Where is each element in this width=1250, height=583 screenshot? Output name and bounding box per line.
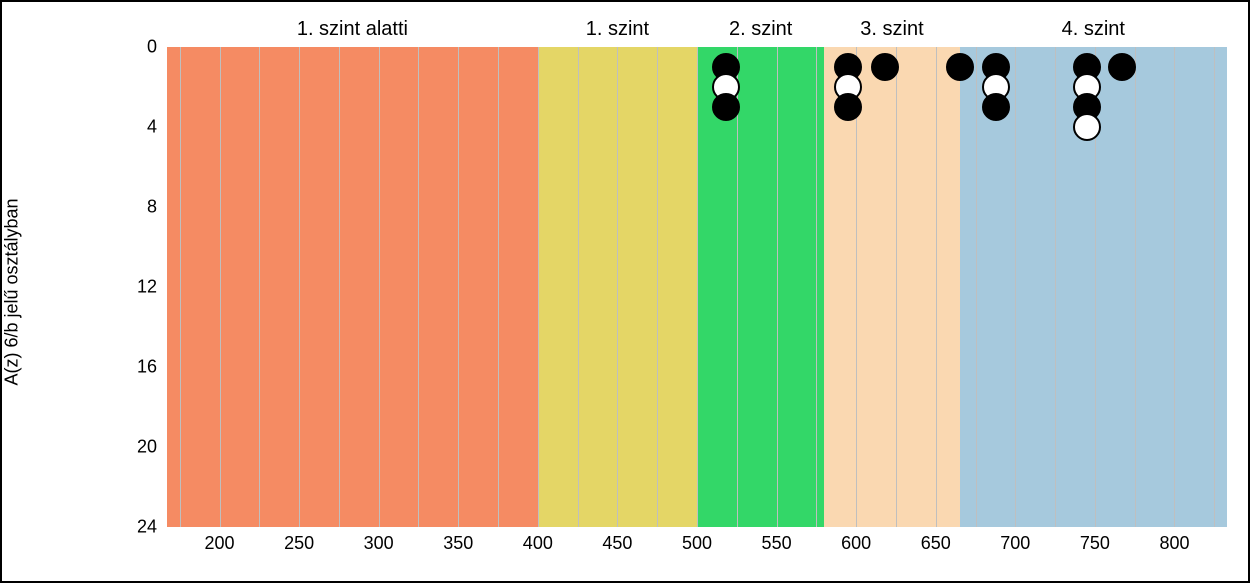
- gridline: [180, 47, 181, 527]
- x-tick-label: 750: [1080, 533, 1110, 554]
- gridline: [657, 47, 658, 527]
- gridline: [339, 47, 340, 527]
- y-tick-label: 20: [137, 437, 157, 458]
- gridline: [1055, 47, 1056, 527]
- data-point: [1108, 53, 1136, 81]
- y-tick-label: 8: [147, 197, 157, 218]
- x-tick-label: 450: [602, 533, 632, 554]
- plot-area: 1. szint alatti1. szint2. szint3. szint4…: [167, 47, 1227, 527]
- gridline: [1174, 47, 1175, 527]
- gridline: [1015, 47, 1016, 527]
- level-band-label-1: 1. szint: [586, 18, 649, 41]
- data-point: [712, 93, 740, 121]
- y-tick-label: 4: [147, 117, 157, 138]
- y-axis-label: A(z) 6/b jelű osztályban: [2, 198, 23, 385]
- gridline: [458, 47, 459, 527]
- level-band-label-0: 1. szint alatti: [297, 18, 408, 41]
- gridline: [856, 47, 857, 527]
- x-tick-label: 700: [1000, 533, 1030, 554]
- gridline: [259, 47, 260, 527]
- x-tick-label: 250: [284, 533, 314, 554]
- y-tick-label: 16: [137, 357, 157, 378]
- gridline: [617, 47, 618, 527]
- y-tick-label: 0: [147, 37, 157, 58]
- gridline: [936, 47, 937, 527]
- gridline: [578, 47, 579, 527]
- level-band-label-4: 4. szint: [1062, 18, 1125, 41]
- data-point: [1073, 113, 1101, 141]
- level-band-2: [697, 47, 824, 527]
- gridline: [697, 47, 698, 527]
- x-tick-label: 800: [1159, 533, 1189, 554]
- gridline: [498, 47, 499, 527]
- y-tick-label: 12: [137, 277, 157, 298]
- level-band-label-2: 2. szint: [729, 18, 792, 41]
- x-tick-label: 500: [682, 533, 712, 554]
- gridline: [299, 47, 300, 527]
- data-point: [871, 53, 899, 81]
- gridline: [1214, 47, 1215, 527]
- gridline: [896, 47, 897, 527]
- x-tick-label: 300: [364, 533, 394, 554]
- gridline: [220, 47, 221, 527]
- level-band-0: [167, 47, 538, 527]
- gridline: [538, 47, 539, 527]
- x-tick-label: 600: [841, 533, 871, 554]
- gridline: [976, 47, 977, 527]
- gridline: [737, 47, 738, 527]
- x-tick-label: 200: [204, 533, 234, 554]
- x-tick-label: 400: [523, 533, 553, 554]
- x-tick-label: 350: [443, 533, 473, 554]
- chart-frame: A(z) 6/b jelű osztályban 1. szint alatti…: [0, 0, 1250, 583]
- y-tick-label: 24: [137, 517, 157, 538]
- x-tick-label: 550: [762, 533, 792, 554]
- data-point: [834, 93, 862, 121]
- gridline: [379, 47, 380, 527]
- data-point: [982, 93, 1010, 121]
- gridline: [418, 47, 419, 527]
- gridline: [816, 47, 817, 527]
- level-band-label-3: 3. szint: [860, 18, 923, 41]
- gridline: [777, 47, 778, 527]
- gridline: [1135, 47, 1136, 527]
- data-point: [946, 53, 974, 81]
- x-tick-label: 650: [921, 533, 951, 554]
